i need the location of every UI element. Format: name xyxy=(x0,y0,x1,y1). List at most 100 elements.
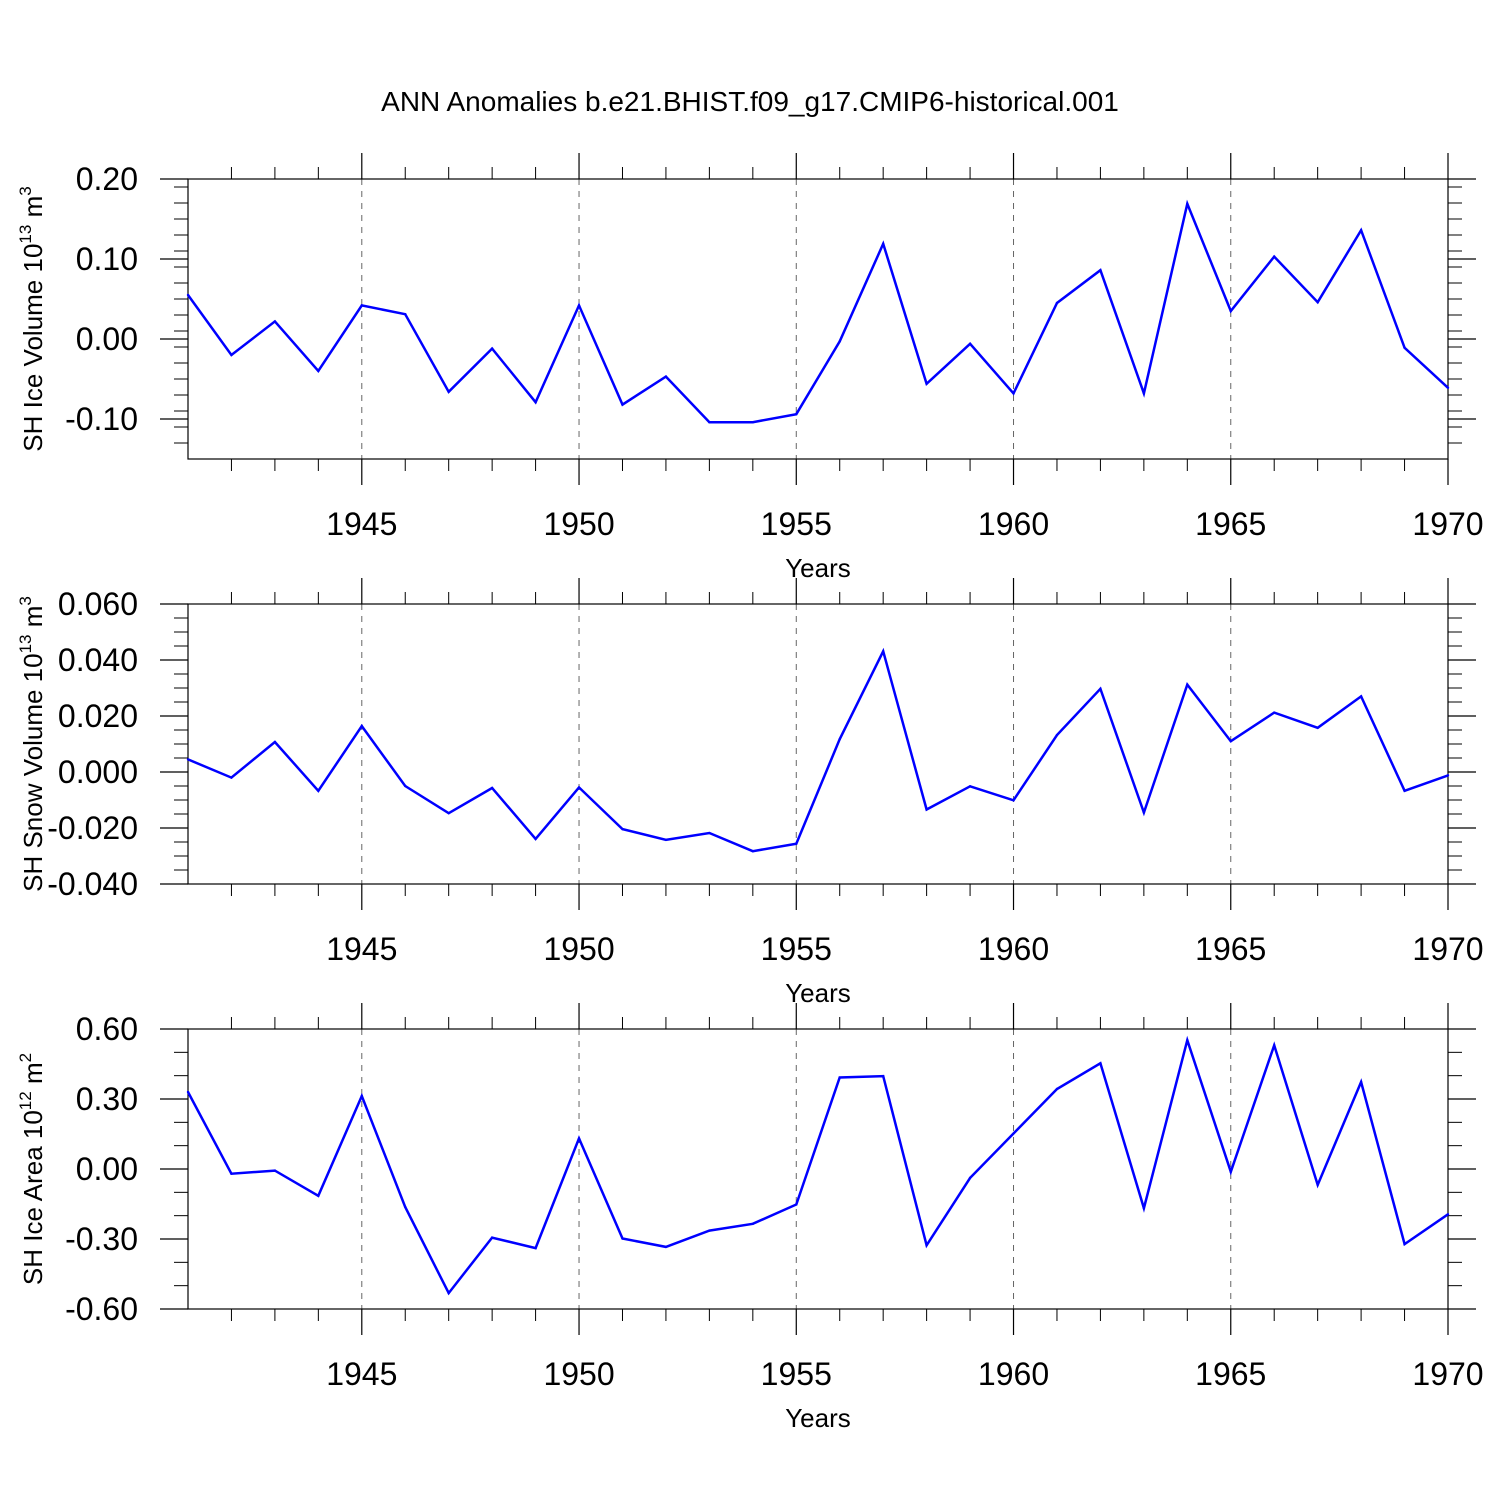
y-axis-label-unit: m xyxy=(18,1062,48,1091)
data-point xyxy=(1316,1183,1319,1187)
data-point xyxy=(1359,695,1363,698)
x-tick-label: 1955 xyxy=(761,931,832,967)
data-point xyxy=(795,842,798,845)
y-tick-label: 0.00 xyxy=(76,321,138,357)
data-point xyxy=(795,413,798,416)
data-point xyxy=(273,320,277,323)
y-axis-label-unit-exponent: 3 xyxy=(16,186,35,195)
data-point xyxy=(1142,811,1146,814)
data-point xyxy=(230,353,233,357)
series-line xyxy=(186,199,1449,424)
data-point xyxy=(838,340,841,343)
x-axis-label: Years xyxy=(785,1403,851,1433)
x-tick-label: 1965 xyxy=(1195,1356,1266,1392)
data-point xyxy=(838,1076,841,1079)
data-point xyxy=(360,724,363,728)
y-tick-label: 0.060 xyxy=(58,586,138,622)
data-point xyxy=(1403,789,1406,792)
y-axis-label-main: SH Snow Volume 10 xyxy=(18,653,48,891)
data-point xyxy=(1273,711,1276,714)
data-point xyxy=(968,1176,972,1180)
data-point xyxy=(751,421,755,424)
x-tick-label: 1945 xyxy=(326,931,397,967)
x-axis-label: Years xyxy=(785,978,851,1008)
data-point xyxy=(795,1203,798,1206)
x-tick-label: 1960 xyxy=(978,1356,1049,1392)
data-point xyxy=(751,1222,755,1226)
data-point xyxy=(317,1194,320,1198)
y-axis-label-main: SH Ice Volume 10 xyxy=(18,244,48,452)
x-tick-label: 1970 xyxy=(1412,1356,1483,1392)
chart-panel-3: 1945 1950 1955 1960 1965 1970 -0.60 -0.30 0.00 0.… xyxy=(16,1003,1484,1433)
data-point xyxy=(230,1172,233,1175)
y-tick-label: 0.000 xyxy=(58,754,138,790)
y-axis-label: SH Ice Area 1012 m2 xyxy=(16,1053,48,1285)
plot-frame xyxy=(187,178,1449,460)
data-point xyxy=(1012,392,1015,395)
data-point xyxy=(1359,229,1363,232)
series-line xyxy=(186,1035,1449,1296)
series-line xyxy=(187,647,1449,853)
y-axis-label-unit: m xyxy=(18,606,48,635)
data-point xyxy=(1012,1132,1015,1135)
y-tick-label: -0.10 xyxy=(65,401,138,437)
x-tick-label: 1945 xyxy=(326,506,397,542)
figure-title: ANN Anomalies b.e21.BHIST.f09_g17.CMIP6-… xyxy=(381,86,1119,117)
data-point xyxy=(1403,346,1406,349)
data-point xyxy=(968,785,972,788)
data-point xyxy=(1446,1213,1450,1216)
data-point xyxy=(577,304,581,307)
y-axis-label-exponent: 12 xyxy=(16,1091,35,1110)
data-point xyxy=(925,382,928,385)
data-point xyxy=(708,1229,711,1232)
data-point xyxy=(1142,1207,1146,1210)
chart-panel-1: 1945 1950 1955 1960 1965 1970 -0.10 0.00 0.10 0.2… xyxy=(16,153,1484,583)
data-point xyxy=(1229,740,1232,743)
data-point xyxy=(621,1237,624,1240)
data-point xyxy=(1055,733,1059,737)
plot-frame xyxy=(187,603,1449,885)
y-tick-label: 0.20 xyxy=(76,161,138,197)
y-axis-label: SH Snow Volume 1013 m3 xyxy=(16,596,48,892)
data-point xyxy=(1229,1170,1232,1174)
data-point xyxy=(881,242,885,245)
data-point xyxy=(621,827,624,831)
y-tick-label: 0.10 xyxy=(76,241,138,277)
data-point xyxy=(490,347,494,350)
y-tick-label: 0.020 xyxy=(58,698,138,734)
y-tick-label: 0.60 xyxy=(76,1011,138,1047)
plot-frame xyxy=(187,1028,1449,1310)
chart-panel-2: 1945 1950 1955 1960 1965 1970 -0.040 -0.020 0.00… xyxy=(16,578,1484,1008)
data-point xyxy=(1099,687,1102,691)
data-point xyxy=(404,313,407,316)
y-tick-label: -0.30 xyxy=(65,1221,138,1257)
data-point xyxy=(360,1094,363,1098)
data-point xyxy=(621,403,624,406)
y-tick-label: -0.040 xyxy=(47,866,138,902)
x-tick-label: 1970 xyxy=(1412,506,1483,542)
y-axis-label-exponent: 13 xyxy=(16,225,35,244)
x-tick-label: 1960 xyxy=(978,506,1049,542)
data-point xyxy=(881,650,885,653)
data-point xyxy=(708,831,711,835)
x-tick-label: 1950 xyxy=(543,931,614,967)
data-point xyxy=(317,789,320,792)
x-tick-label: 1950 xyxy=(543,1356,614,1392)
y-axis-label-main: SH Ice Area 10 xyxy=(18,1110,48,1285)
data-point xyxy=(1359,1080,1363,1084)
data-point xyxy=(925,1244,928,1247)
y-axis-label-unit-exponent: 3 xyxy=(16,596,35,605)
data-point xyxy=(317,369,320,373)
data-point xyxy=(447,811,450,815)
data-point xyxy=(230,776,233,779)
data-point xyxy=(664,838,668,841)
data-point xyxy=(881,1074,885,1078)
data-point xyxy=(838,738,841,741)
data-point xyxy=(490,786,494,790)
x-tick-label: 1960 xyxy=(978,931,1049,967)
y-tick-label: 0.040 xyxy=(58,642,138,678)
y-axis-label-unit-exponent: 2 xyxy=(16,1053,35,1062)
data-point xyxy=(1186,1039,1189,1042)
